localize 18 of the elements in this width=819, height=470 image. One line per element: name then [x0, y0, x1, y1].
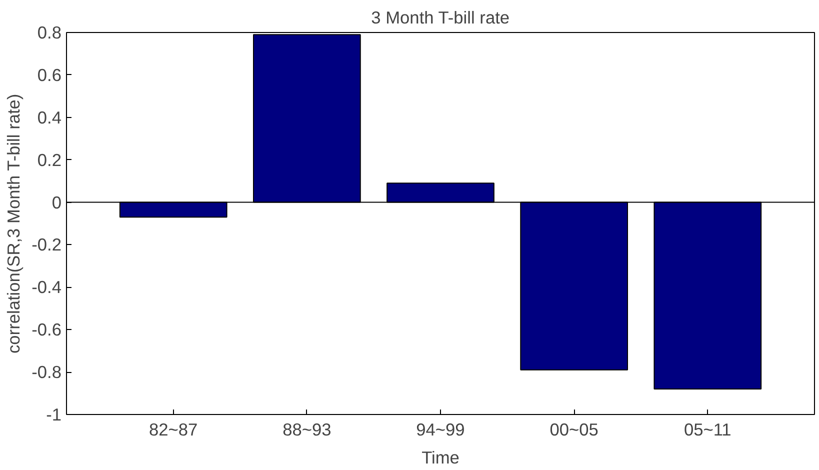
- y-tick-label: -0.6: [32, 320, 62, 340]
- x-axis-title: Time: [422, 448, 460, 468]
- x-tick-label: 94~99: [416, 420, 465, 440]
- y-tick-label: -0.8: [32, 362, 62, 382]
- y-axis-title: correlation(SR,3 Month T-bill rate): [4, 94, 24, 354]
- x-tick-label: 05~11: [684, 420, 732, 440]
- chart-title: 3 Month T-bill rate: [371, 8, 510, 28]
- y-tick-label: 0: [52, 192, 62, 212]
- x-tick-label: 82~87: [149, 420, 198, 440]
- y-tick-label: 0.2: [37, 150, 62, 170]
- y-tick-label: 0.4: [37, 107, 62, 128]
- y-tick-label: -1: [46, 404, 62, 424]
- y-tick-label: -0.2: [32, 234, 62, 255]
- x-tick-label: 00~05: [550, 420, 598, 440]
- y-tick-label: -0.4: [32, 277, 62, 298]
- y-tick-label: 0.8: [37, 22, 62, 42]
- y-tick-label: 0.6: [37, 64, 62, 85]
- x-tick-label: 88~93: [282, 420, 332, 440]
